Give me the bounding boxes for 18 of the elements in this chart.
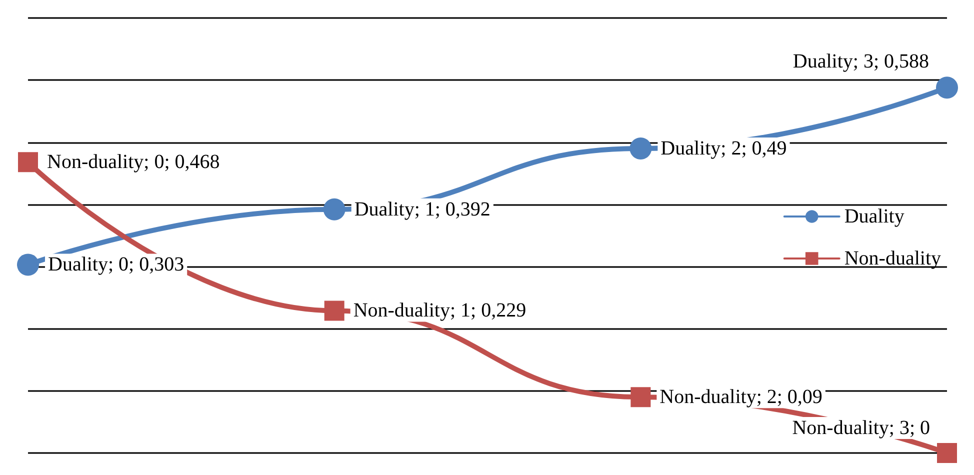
data-label: Duality; 2; 0,49: [660, 138, 787, 160]
point: [936, 76, 958, 99]
point: [630, 387, 651, 408]
point: [17, 254, 39, 276]
data-label: Non-duality; 0; 0,468: [47, 151, 220, 174]
data-label: Duality; 0; 0,303: [48, 254, 184, 276]
data-label: Duality; 3; 0,588: [792, 50, 930, 73]
legend-label: Duality: [844, 206, 904, 228]
point: [324, 300, 344, 321]
point: [18, 152, 38, 172]
data-label: Non-duality; 3; 0: [792, 417, 930, 439]
legend-label: Non-duality: [844, 248, 942, 270]
point: [937, 443, 957, 463]
data-label: Non-duality; 1; 0,229: [353, 300, 526, 322]
point: [323, 198, 346, 220]
data-label: Duality; 1; 0,392: [354, 198, 490, 220]
data-label: Non-duality; 2; 0,09: [660, 386, 822, 408]
point: [630, 138, 652, 160]
